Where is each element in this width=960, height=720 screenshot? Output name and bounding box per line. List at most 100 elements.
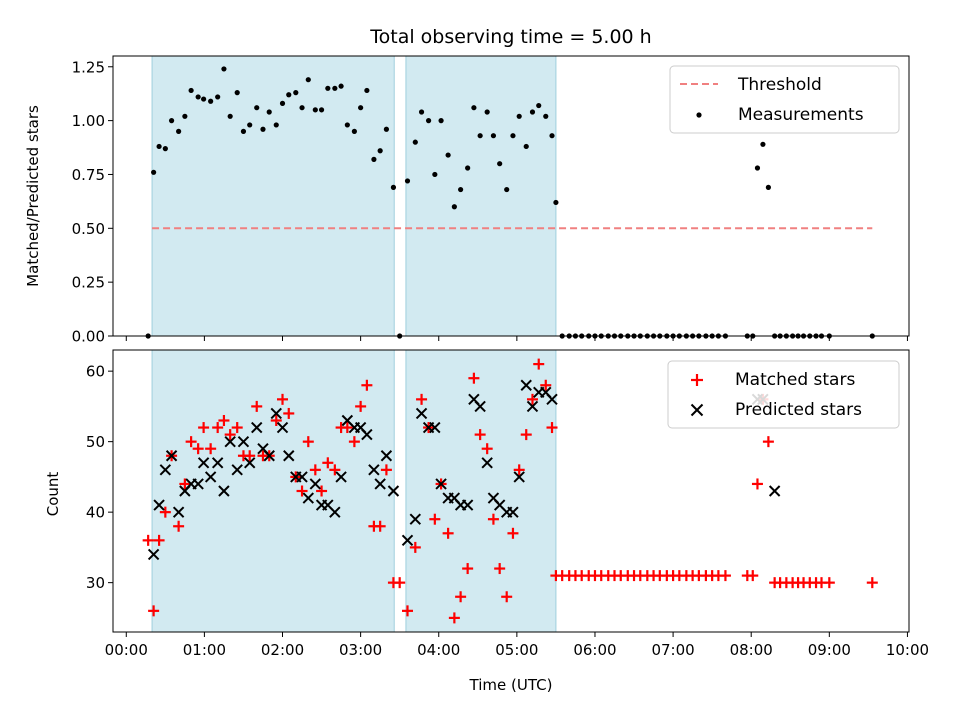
threshold-legend-label: Threshold — [737, 75, 822, 95]
predicted-star-marker — [368, 464, 380, 476]
matched-star-marker — [474, 429, 486, 441]
matched-star-marker — [361, 379, 373, 391]
matched-star-marker — [401, 605, 413, 617]
top-legend-box — [669, 65, 900, 134]
matched-star-marker — [520, 429, 532, 441]
measurement-point — [371, 156, 377, 162]
predicted-star-marker — [224, 435, 236, 448]
x-tick-label: 06:00 — [573, 641, 616, 659]
matched-star-marker — [296, 485, 308, 497]
predicted-star-marker — [270, 407, 282, 420]
predicted-star-marker — [513, 471, 525, 483]
top-observing-window-1 — [405, 55, 557, 337]
bottom-observing-window-1 — [405, 349, 557, 633]
measurement-point — [383, 126, 390, 132]
measurement-point — [536, 102, 542, 109]
bottom-axes-frame — [112, 349, 910, 633]
matched-star-marker — [507, 527, 519, 539]
predicted-star-marker — [204, 471, 217, 483]
measurement-point — [358, 105, 364, 111]
measurement-point — [240, 128, 247, 134]
measurement-point — [465, 165, 471, 171]
predicted-star-marker — [283, 450, 295, 462]
predicted-legend-label: Predicted stars — [735, 400, 862, 420]
predicted-star-marker — [474, 400, 486, 413]
measurement-point — [523, 143, 529, 150]
top-y-tick-label: 1.00 — [72, 112, 105, 130]
predicted-star-marker — [243, 457, 256, 469]
measurement-point — [497, 161, 503, 167]
measurement-point — [529, 109, 536, 115]
matched-star-marker — [142, 534, 154, 546]
matched-star-marker — [823, 577, 835, 589]
predicted-star-marker — [435, 478, 447, 490]
top-y-tick-label: 0.25 — [72, 274, 105, 292]
bottom-y-ticks: 30 40 50 60 — [86, 363, 113, 592]
top-observing-windows — [151, 55, 557, 337]
measurement-point — [418, 109, 425, 115]
matched-star-marker — [355, 400, 367, 412]
measurement-point — [510, 133, 516, 139]
measurement-point — [477, 133, 483, 139]
measurement-point — [425, 118, 432, 124]
matched-star-marker — [270, 415, 282, 426]
matched-star-marker — [494, 563, 506, 575]
measurement-point — [344, 122, 350, 128]
matched-star-marker — [153, 534, 165, 546]
matched-star-marker — [309, 464, 321, 476]
bottom-x-ticks: 00:00 01:00 02:00 03:00 04:00 05:00 06:00 07:00… — [105, 632, 929, 659]
x-tick-label: 09:00 — [808, 641, 851, 659]
measurement-point — [458, 186, 464, 193]
matched-star-marker — [394, 577, 406, 589]
bottom-legend: Matched stars Predicted stars — [667, 360, 900, 429]
matched-legend-swatch — [691, 374, 703, 386]
matched-star-marker — [442, 527, 454, 539]
measurement-point — [176, 128, 182, 134]
matched-star-marker — [719, 570, 731, 582]
top-y-tick-label: 0.00 — [72, 328, 105, 346]
x-tick-label: 02:00 — [261, 641, 304, 659]
measurement-point — [208, 98, 214, 104]
measurement-point — [182, 113, 188, 119]
matched-star-marker — [540, 379, 552, 391]
measurement-point — [293, 90, 299, 96]
measurement-point — [312, 107, 318, 113]
measurement-point — [445, 152, 451, 158]
measurement-point — [162, 146, 168, 152]
predicted-star-marker — [380, 450, 393, 462]
matched-star-marker — [329, 464, 341, 476]
predicted-star-marker — [218, 485, 230, 497]
bottom-observing-windows — [151, 349, 557, 633]
matched-star-marker — [283, 407, 295, 419]
predicted-star-marker — [401, 534, 414, 547]
matched-star-marker — [866, 577, 878, 589]
top-observing-window-0 — [151, 55, 395, 337]
measurement-point — [221, 66, 227, 72]
predicted-star-marker — [309, 478, 322, 490]
measurements-legend-swatch — [696, 112, 702, 118]
matched-star-marker — [198, 422, 210, 434]
measurement-point — [438, 118, 444, 124]
matched-star-marker — [212, 422, 224, 434]
measurement-points — [145, 66, 875, 339]
matched-star-marker — [462, 563, 474, 575]
measurement-point — [451, 204, 457, 210]
predicted-star-marker — [768, 485, 781, 497]
predicted-star-marker — [335, 471, 347, 483]
measurement-point — [215, 94, 221, 100]
matched-star-marker — [468, 372, 480, 384]
predicted-star-marker — [409, 513, 422, 525]
measurement-point — [195, 94, 201, 100]
predicted-star-marker — [165, 450, 178, 462]
matched-star-marker — [762, 436, 774, 448]
measurement-point — [516, 113, 522, 119]
measurement-point — [151, 169, 157, 175]
measurement-point — [543, 113, 549, 119]
top-axes-frame — [112, 55, 910, 337]
matched-star-marker — [251, 400, 263, 412]
matched-star-marker — [481, 443, 493, 455]
matched-star-marker — [148, 605, 160, 617]
measurement-point — [364, 87, 370, 94]
matched-star-marker — [448, 612, 460, 624]
